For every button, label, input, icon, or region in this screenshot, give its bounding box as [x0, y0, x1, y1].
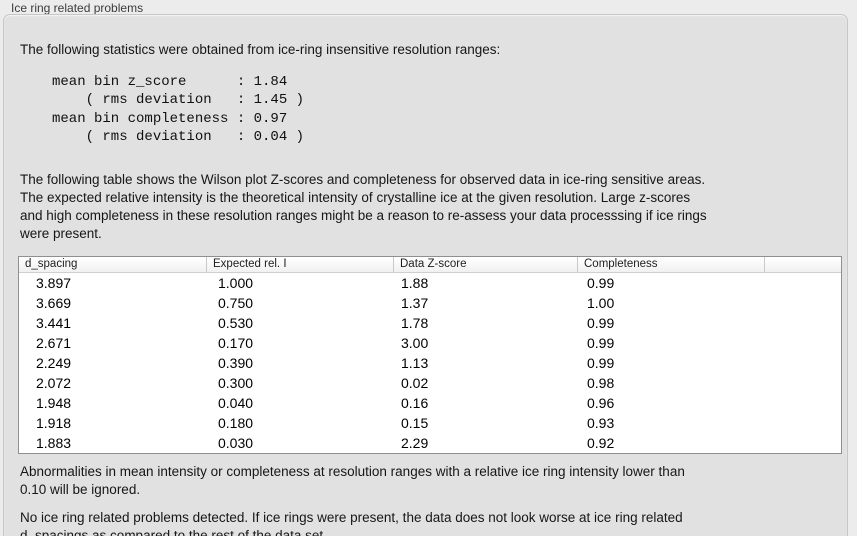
cell-expected-rel-i: 0.180 — [218, 415, 254, 431]
table-row[interactable]: 1.948 0.040 0.16 0.96 — [19, 393, 841, 413]
cell-expected-rel-i: 0.390 — [218, 355, 254, 371]
column-header-empty[interactable] — [765, 257, 841, 272]
cell-empty — [765, 293, 841, 313]
table-row[interactable]: 3.897 1.000 1.88 0.99 — [19, 273, 841, 293]
cell-expected-rel-i: 0.040 — [218, 395, 254, 411]
table-body: 3.897 1.000 1.88 0.99 3.669 0.750 1.37 1… — [19, 273, 841, 453]
column-header-data-z-score[interactable]: Data Z-score — [394, 257, 578, 272]
cell-empty — [765, 273, 841, 293]
table-header-row: d_spacing Expected rel. I Data Z-score C… — [19, 257, 841, 273]
cell-data-z-score: 1.37 — [401, 295, 429, 311]
cell-empty — [765, 393, 841, 413]
column-header-expected-rel-i[interactable]: Expected rel. I — [207, 257, 394, 272]
cell-d-spacing: 1.918 — [36, 415, 72, 431]
cell-completeness: 0.99 — [587, 275, 615, 291]
cell-d-spacing: 2.072 — [36, 375, 72, 391]
table-row[interactable]: 1.883 0.030 2.29 0.92 — [19, 433, 841, 453]
cell-expected-rel-i: 0.030 — [218, 435, 254, 451]
ice-ring-table: d_spacing Expected rel. I Data Z-score C… — [18, 256, 842, 454]
cell-empty — [765, 333, 841, 353]
cell-d-spacing: 2.249 — [36, 355, 72, 371]
cell-completeness: 0.96 — [587, 395, 615, 411]
cell-completeness: 0.98 — [587, 375, 615, 391]
cell-expected-rel-i: 1.000 — [218, 275, 254, 291]
cell-completeness: 0.92 — [587, 435, 615, 451]
intro-text: The following statistics were obtained f… — [20, 42, 501, 57]
cell-completeness: 0.99 — [587, 335, 615, 351]
table-row[interactable]: 2.671 0.170 3.00 0.99 — [19, 333, 841, 353]
cell-data-z-score: 3.00 — [401, 335, 429, 351]
ignore-note-text: Abnormalities in mean intensity or compl… — [20, 464, 685, 497]
conclusion-text: No ice ring related problems detected. I… — [20, 510, 683, 536]
ice-ring-group-box: The following statistics were obtained f… — [3, 14, 848, 536]
group-box-title: Ice ring related problems — [11, 1, 144, 15]
cell-data-z-score: 1.13 — [401, 355, 429, 371]
table-row[interactable]: 1.918 0.180 0.15 0.93 — [19, 413, 841, 433]
cell-d-spacing: 2.671 — [36, 335, 72, 351]
cell-completeness: 0.99 — [587, 315, 615, 331]
cell-empty — [765, 433, 841, 453]
cell-completeness: 1.00 — [587, 295, 615, 311]
cell-d-spacing: 1.883 — [36, 435, 72, 451]
cell-empty — [765, 353, 841, 373]
cell-empty — [765, 313, 841, 333]
table-row[interactable]: 3.441 0.530 1.78 0.99 — [19, 313, 841, 333]
cell-data-z-score: 1.88 — [401, 275, 429, 291]
cell-d-spacing: 3.441 — [36, 315, 72, 331]
column-header-completeness[interactable]: Completeness — [578, 257, 765, 272]
cell-d-spacing: 3.897 — [36, 275, 72, 291]
cell-d-spacing: 1.948 — [36, 395, 72, 411]
cell-data-z-score: 1.78 — [401, 315, 429, 331]
cell-d-spacing: 3.669 — [36, 295, 72, 311]
cell-completeness: 0.93 — [587, 415, 615, 431]
stats-block: mean bin z_score : 1.84 ( rms deviation … — [52, 74, 305, 145]
table-description-text: The following table shows the Wilson plo… — [20, 172, 707, 241]
cell-data-z-score: 0.02 — [401, 375, 429, 391]
table-row[interactable]: 2.249 0.390 1.13 0.99 — [19, 353, 841, 373]
cell-data-z-score: 0.16 — [401, 395, 429, 411]
cell-empty — [765, 413, 841, 433]
cell-expected-rel-i: 0.170 — [218, 335, 254, 351]
cell-empty — [765, 373, 841, 393]
cell-completeness: 0.99 — [587, 355, 615, 371]
column-header-d-spacing[interactable]: d_spacing — [19, 257, 207, 272]
cell-expected-rel-i: 0.530 — [218, 315, 254, 331]
cell-data-z-score: 2.29 — [401, 435, 429, 451]
cell-data-z-score: 0.15 — [401, 415, 429, 431]
table-row[interactable]: 2.072 0.300 0.02 0.98 — [19, 373, 841, 393]
table-row[interactable]: 3.669 0.750 1.37 1.00 — [19, 293, 841, 313]
cell-expected-rel-i: 0.300 — [218, 375, 254, 391]
cell-expected-rel-i: 0.750 — [218, 295, 254, 311]
